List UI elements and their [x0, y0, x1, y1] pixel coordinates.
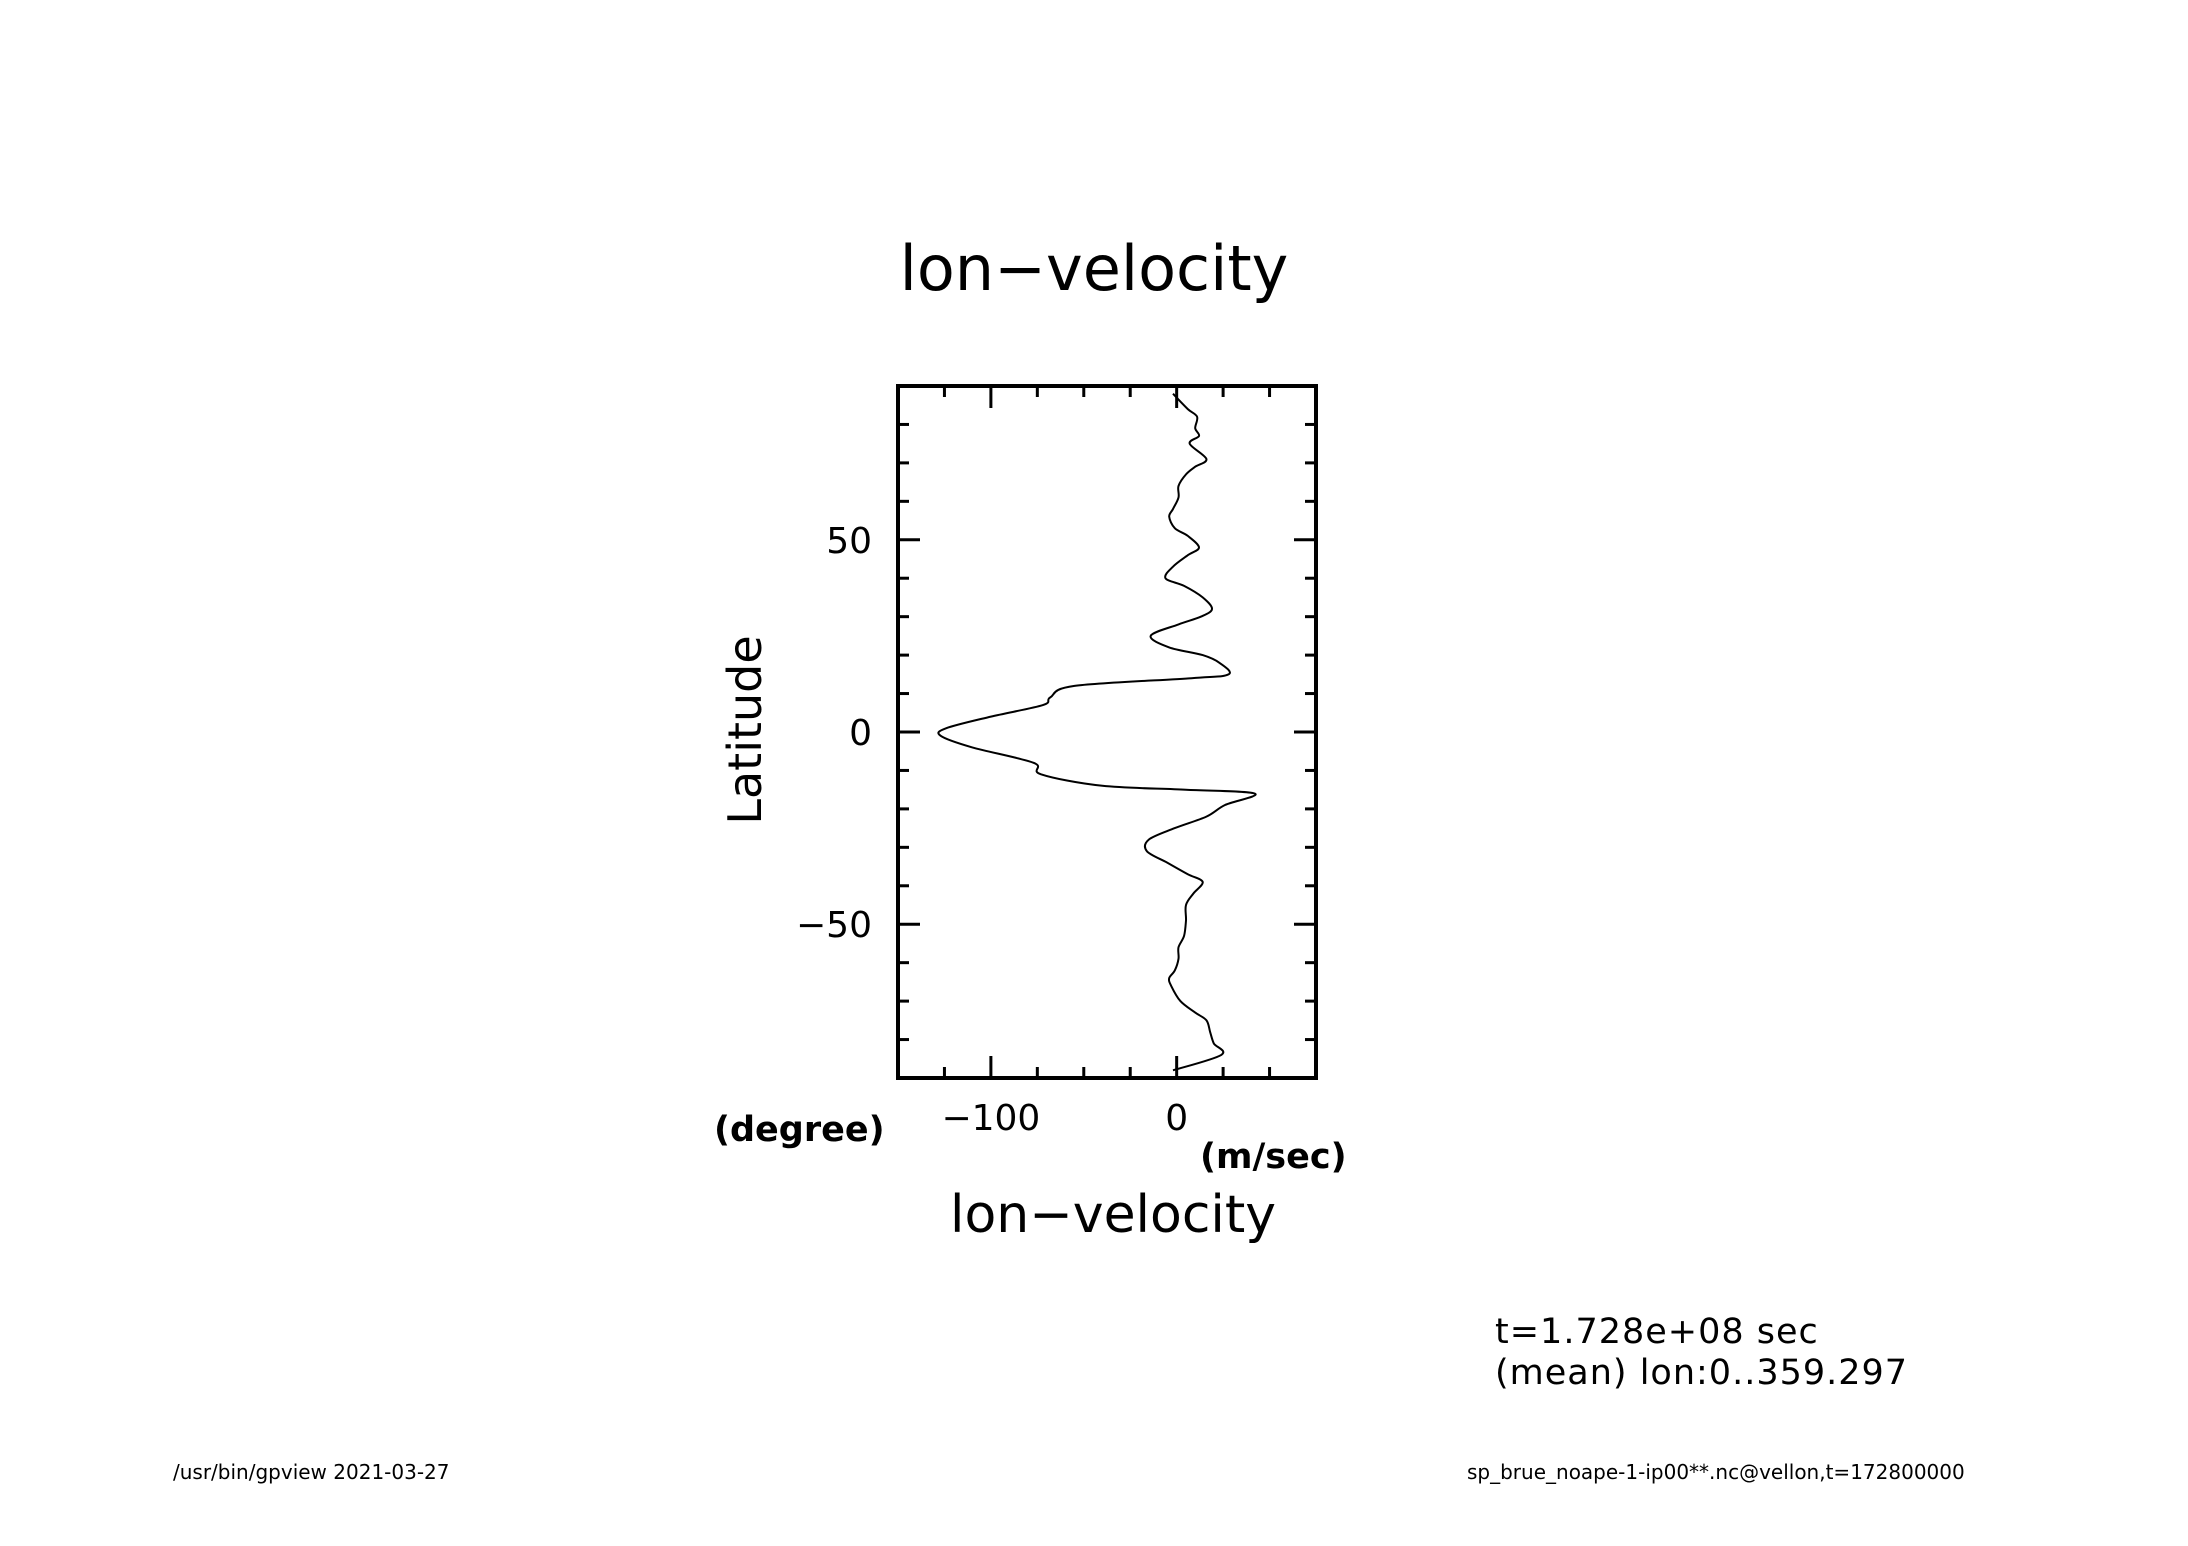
plot-frame [896, 384, 1318, 1080]
mean-info: (mean) lon:0..359.297 [1495, 1353, 1909, 1393]
footer-program-date: /usr/bin/gpview 2021-03-27 [173, 1460, 450, 1484]
time-info: t=1.728e+08 sec [1495, 1312, 1819, 1352]
x-tick-label: −100 [941, 1098, 1040, 1139]
y-tick-label: 0 [849, 713, 872, 754]
x-tick-label: 0 [1165, 1098, 1188, 1139]
chart-title: lon−velocity [899, 232, 1289, 305]
tick-labels: −100 0 50 0 −50 [796, 521, 1188, 1139]
y-axis-label: Latitude [718, 635, 772, 825]
y-tick-label: −50 [796, 905, 872, 946]
y-axis-unit: (degree) [714, 1110, 885, 1150]
tick-marks [896, 386, 1318, 1078]
series-layer [937, 393, 1257, 1072]
x-axis-unit: (m/sec) [1200, 1137, 1347, 1177]
y-tick-label: 50 [826, 521, 872, 562]
footer-source-file: sp_brue_noape-1-ip00**.nc@vellon,t=17280… [1467, 1460, 1965, 1484]
x-axis-label: lon−velocity [950, 1185, 1277, 1245]
series-line [937, 393, 1257, 1072]
